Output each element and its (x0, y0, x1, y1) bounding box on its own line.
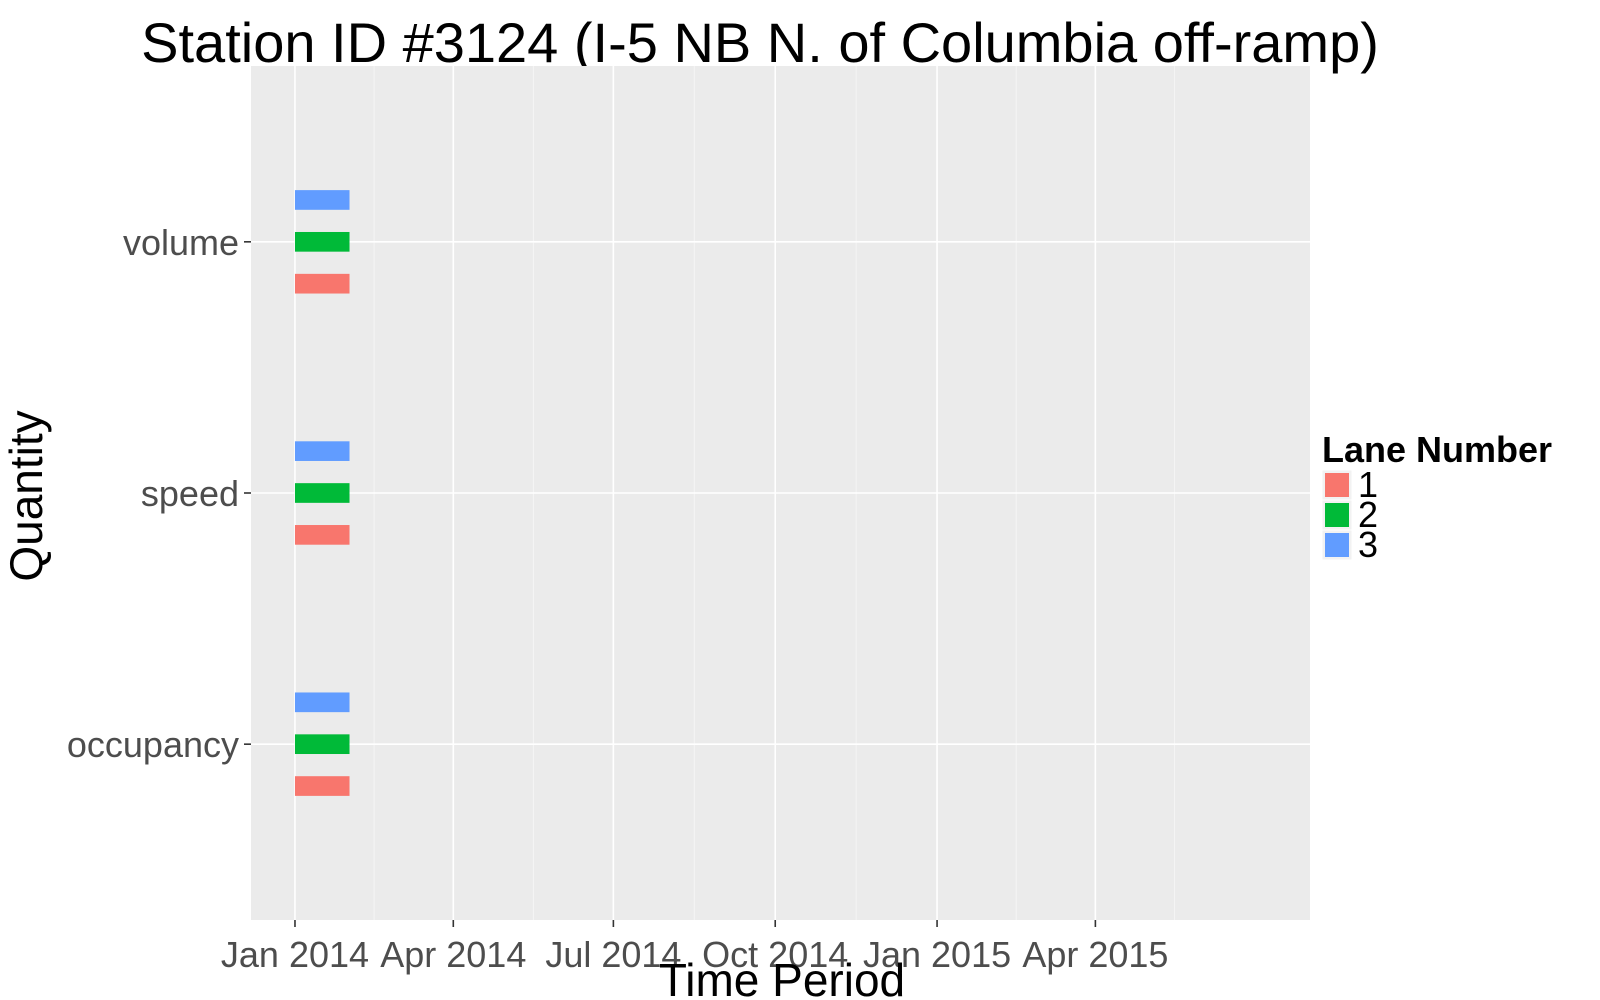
legend-label-1: 1 (1358, 464, 1378, 505)
x-tick-label: Jul 2014 (545, 934, 681, 975)
bar-lane-2-speed (294, 483, 350, 503)
x-axis: Jan 2014 Apr 2014 Jul 2014 Oct 2014 Jan 2015… (221, 920, 1168, 975)
bars (294, 190, 350, 796)
bar-lane-3-speed (294, 441, 350, 461)
bar-lane-2-occupancy (294, 734, 350, 755)
x-tick-label: Apr 2014 (380, 934, 526, 975)
chart-title: Station ID #3124 (I-5 NB N. of Columbia … (141, 11, 1379, 74)
bar-lane-2-volume (294, 231, 350, 252)
bar-lane-1-volume (294, 273, 350, 294)
y-tick-label: occupancy (67, 724, 239, 765)
x-axis-title: Time Period (659, 954, 905, 1000)
legend-swatch-1 (1325, 473, 1349, 497)
legend-title: Lane Number (1322, 429, 1552, 470)
legend-label-3: 3 (1358, 524, 1378, 565)
y-tick-label: speed (141, 473, 239, 514)
bar-lane-1-occupancy (294, 776, 350, 796)
legend-swatch-2 (1325, 503, 1349, 527)
legend-label-2: 2 (1358, 494, 1378, 535)
bar-lane-3-occupancy (294, 692, 350, 713)
x-tick-label: Apr 2015 (1022, 934, 1168, 975)
legend-swatch-3 (1325, 533, 1349, 557)
y-tick-label: volume (123, 222, 239, 263)
x-tick-label: Jan 2014 (221, 934, 369, 975)
x-tick-label: Oct 2014 (702, 934, 848, 975)
y-axis-title: Quantity (0, 410, 52, 581)
legend: Lane Number 123 (1321, 429, 1552, 565)
x-tick-label: Jan 2015 (863, 934, 1011, 975)
bar-lane-1-speed (294, 525, 350, 545)
bar-lane-3-volume (294, 190, 350, 210)
y-axis: occupancy speed volume (67, 222, 251, 765)
